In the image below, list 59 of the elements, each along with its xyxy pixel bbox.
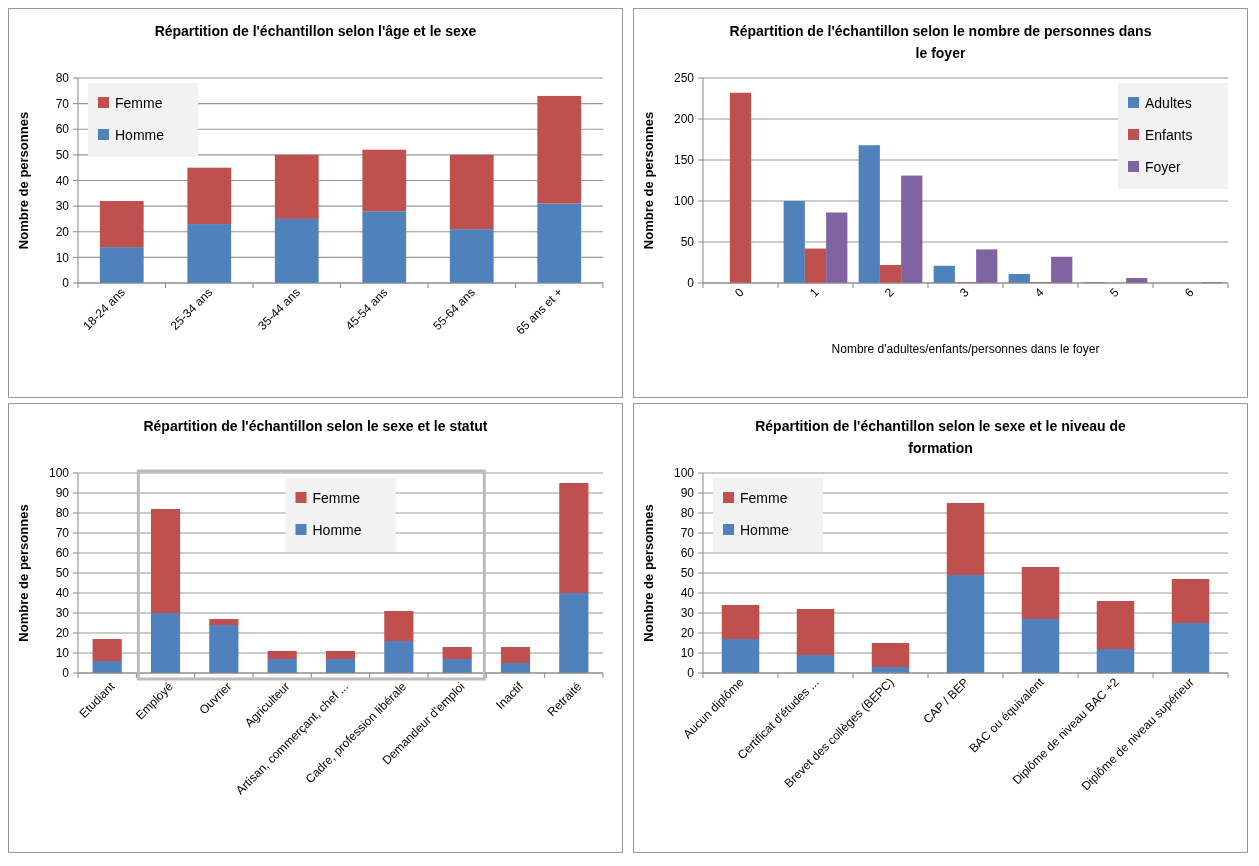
y-tick-label: 60: [680, 546, 695, 561]
chart-title: Répartition de l'échantillon selon le sexe et le statut: [143, 418, 488, 434]
y-tick-label: 30: [55, 199, 70, 214]
y-tick-label: 50: [55, 566, 70, 581]
y-tick-label: 50: [680, 566, 695, 581]
y-tick-label: 80: [55, 71, 70, 86]
legend-label: Femme: [312, 489, 361, 506]
y-tick-label: 80: [55, 506, 70, 521]
y-tick-label: 90: [680, 486, 695, 501]
y-tick-label: 40: [680, 586, 695, 601]
y-tick-label: 70: [55, 526, 70, 541]
y-tick-label: 150: [673, 153, 695, 168]
chart-title: Répartition de l'échantillon selon le sexe et le niveau de formation: [755, 418, 1126, 456]
legend-label: Enfants: [1145, 126, 1193, 143]
y-tick-label: 10: [55, 250, 70, 265]
legend-label: Femme: [740, 489, 788, 506]
y-tick-label: 30: [55, 606, 70, 621]
y-tick-label: 40: [55, 173, 70, 188]
legend-label: Foyer: [1145, 158, 1182, 175]
x-tick-label: 0: [731, 285, 747, 300]
y-tick-label: 70: [680, 526, 695, 541]
y-tick-label: 70: [55, 96, 70, 111]
y-axis-title: Nombre de personnes: [16, 111, 31, 250]
y-axis-title: Nombre de personnes: [641, 111, 656, 250]
y-tick-label: 250: [673, 71, 695, 86]
y-tick-label: 90: [55, 486, 70, 501]
y-tick-label: 30: [680, 606, 695, 621]
y-tick-label: 20: [680, 626, 695, 641]
y-tick-label: 40: [55, 586, 70, 601]
y-tick-label: 60: [55, 546, 70, 561]
y-tick-label: 20: [55, 626, 70, 641]
x-tick-label: 3: [956, 285, 972, 300]
legend-label: Adultes: [1145, 94, 1192, 111]
y-tick-label: 10: [55, 646, 70, 661]
y-tick-label: 200: [673, 112, 695, 127]
y-tick-label: 20: [55, 224, 70, 239]
y-tick-label: 10: [680, 646, 695, 661]
y-axis-title: Nombre de personnes: [16, 504, 31, 642]
y-axis-title: Nombre de personnes: [641, 504, 656, 642]
legend-label: Homme: [312, 521, 362, 538]
legend-label: Femme: [115, 94, 163, 111]
x-axis-title: Nombre d'adultes/enfants/personnes dans le foyer: [831, 342, 1100, 356]
y-tick-label: 60: [55, 122, 70, 137]
x-tick-label: 5: [1106, 285, 1122, 300]
x-tick-label: 2: [881, 285, 897, 300]
y-tick-label: 80: [680, 506, 695, 521]
legend-label: Homme: [740, 521, 790, 538]
x-tick-label: 6: [1181, 285, 1197, 300]
x-tick-label: 1: [806, 285, 822, 300]
y-tick-label: 100: [673, 194, 695, 209]
y-tick-label: 100: [48, 466, 70, 481]
y-tick-label: 50: [680, 235, 695, 250]
x-tick-label: 4: [1031, 285, 1047, 300]
x-tick-label: 65 ans et +: [513, 285, 566, 338]
chart-title: Répartition de l'échantillon selon le nombre de personnes dans le foyer: [729, 23, 1152, 61]
y-tick-label: 100: [673, 466, 695, 481]
chart-title: Répartition de l'échantillon selon l'âge et le sexe: [154, 23, 477, 39]
y-tick-label: 50: [55, 148, 70, 163]
legend-label: Homme: [115, 126, 165, 143]
